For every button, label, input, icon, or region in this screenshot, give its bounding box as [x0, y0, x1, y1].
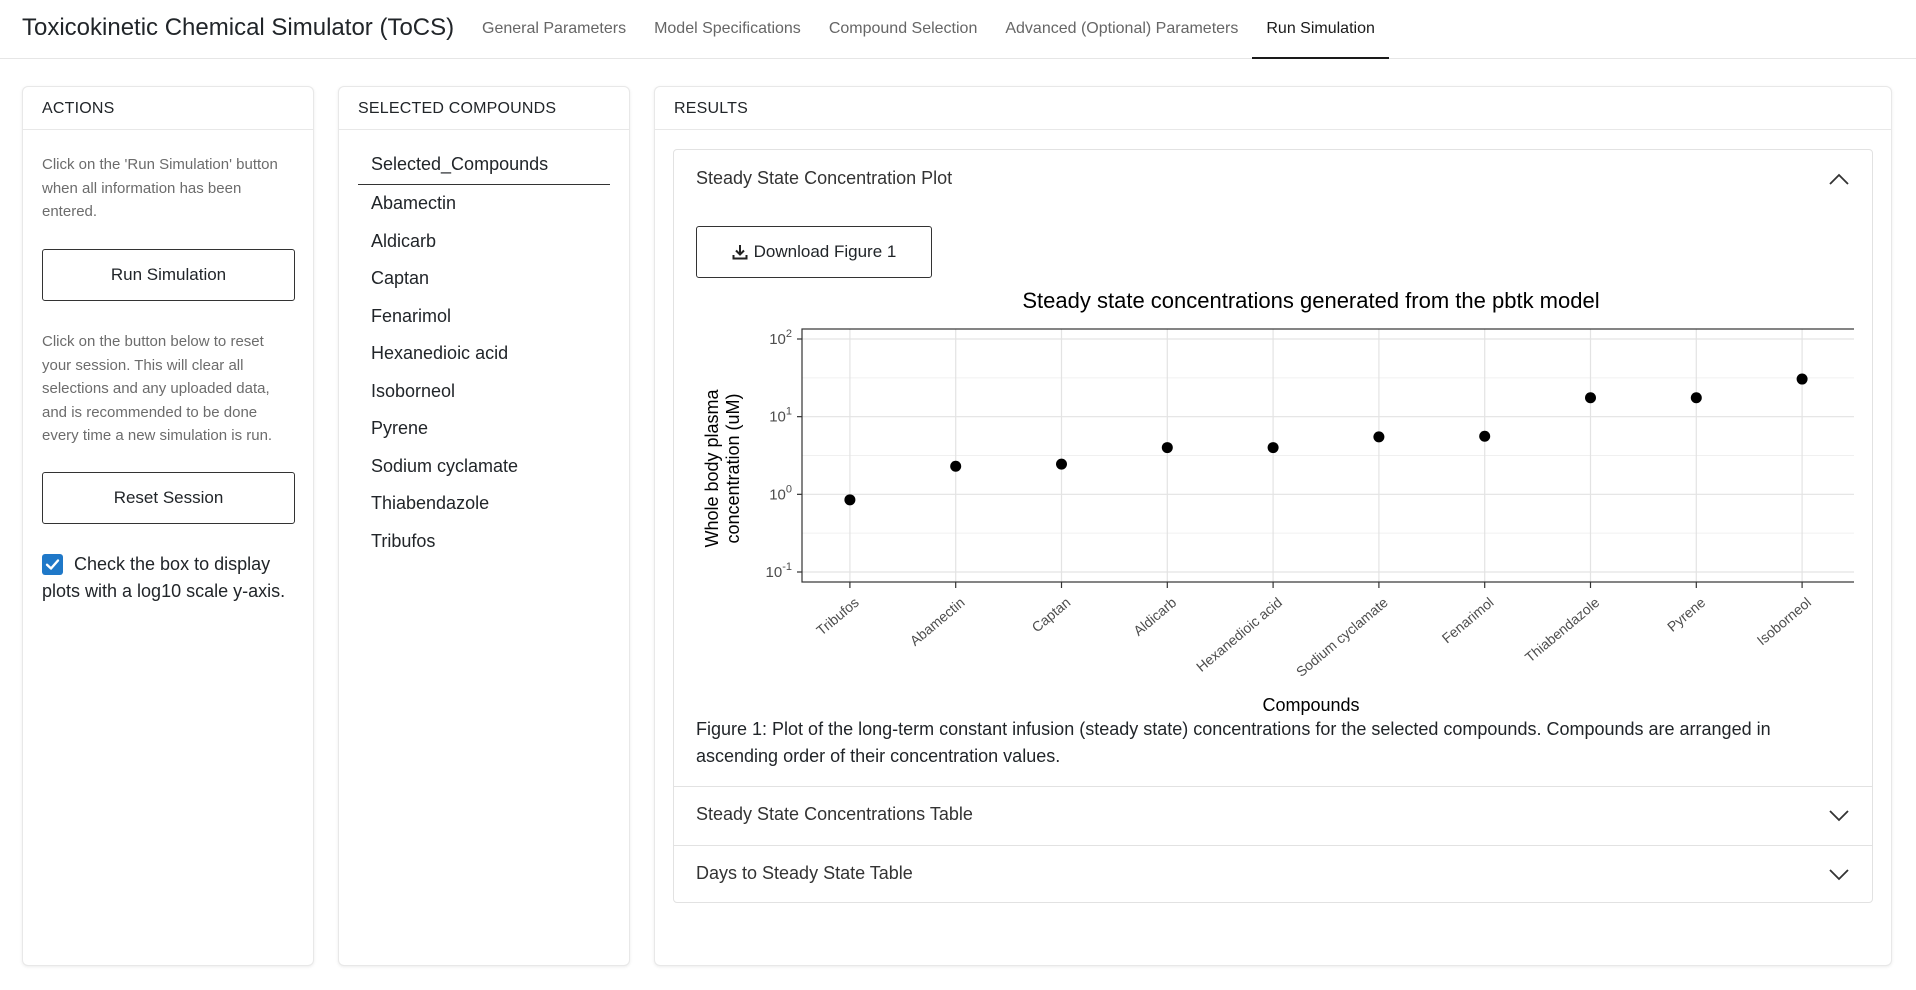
data-point [950, 460, 962, 472]
tab-compound-selection[interactable]: Compound Selection [828, 20, 978, 37]
y-tick-label: 101 [769, 406, 792, 426]
checkmark-icon [45, 559, 60, 570]
list-item: Aldicarb [371, 230, 437, 251]
x-tick-label: Isoborneol [1754, 594, 1814, 648]
data-point [1690, 392, 1702, 404]
tab-general-parameters[interactable]: General Parameters [482, 20, 627, 37]
y-tick-label: 100 [769, 483, 792, 503]
app-title: Toxicokinetic Chemical Simulator (ToCS) [22, 14, 455, 41]
list-item: Thiabendazole [371, 493, 490, 513]
list-item: Isoborneol [371, 380, 456, 401]
chevron-up-icon [1829, 173, 1849, 185]
x-tick-label: Hexanedioic acid [1193, 594, 1285, 675]
y-axis-label: Whole body plasmaconcentration (uM) [702, 388, 743, 547]
list-item: Fenarimol [371, 305, 452, 326]
x-tick-label: Captan [1029, 594, 1074, 635]
results-card: RESULTS Steady State Concentration Plot … [654, 86, 1892, 966]
navbar: Toxicokinetic Chemical Simulator (ToCS) … [0, 0, 1916, 59]
accordion-title-plot: Steady State Concentration Plot [696, 168, 953, 188]
log-scale-option: Check the box to display plots with a lo… [42, 551, 302, 605]
x-tick-label: Tribufos [813, 594, 862, 638]
list-item: Tribufos [371, 530, 436, 551]
log-scale-checkbox[interactable] [42, 554, 63, 575]
data-point [1796, 373, 1808, 385]
chevron-down-icon [1829, 810, 1849, 822]
log-scale-checkbox-label[interactable]: Check the box to display plots with a lo… [42, 554, 286, 601]
data-point [1585, 392, 1596, 404]
selected-compounds-card: SELECTED COMPOUNDS Selected_Compounds Ab… [338, 86, 630, 966]
accordion-header-days-table[interactable]: Days to Steady State Table [674, 846, 1872, 904]
download-figure-button[interactable]: Download Figure 1 [696, 226, 932, 278]
run-help-text: Click on the 'Run Simulation' button whe… [42, 156, 278, 220]
list-item: Pyrene [371, 418, 429, 438]
actions-header: ACTIONS [23, 87, 313, 130]
x-tick-label: Pyrene [1664, 594, 1708, 635]
accordion-section-plot: Steady State Concentration Plot Download… [674, 150, 1872, 786]
accordion-divider [674, 845, 1872, 846]
data-point [1479, 430, 1491, 442]
chart-title: Steady state concentrations generated fr… [1022, 288, 1599, 313]
x-tick-label: Abamectin [907, 594, 968, 649]
x-tick-label: Sodium cyclamate [1293, 594, 1391, 680]
list-item: Hexanedioic acid [371, 343, 509, 363]
download-figure-label: Download Figure 1 [753, 242, 897, 261]
tab-advanced-parameters[interactable]: Advanced (Optional) Parameters [1005, 20, 1239, 37]
figure-caption: Figure 1: Plot of the long-term constant… [696, 719, 1771, 766]
accordion-title-concentrations-table: Steady State Concentrations Table [696, 804, 973, 824]
y-tick-label: 102 [769, 328, 792, 348]
nav-tabs: General Parameters Model Specifications … [468, 0, 1389, 59]
accordion-header-plot[interactable]: Steady State Concentration Plot [674, 150, 1872, 208]
chevron-down-icon [1829, 869, 1849, 881]
compound-list: Abamectin Aldicarb Captan Fenarimol Hexa… [371, 193, 518, 568]
reset-help-text: Click on the button below to reset your … [42, 333, 273, 444]
y-tick-label: 10-1 [766, 561, 792, 581]
results-header: RESULTS [655, 87, 1891, 130]
x-axis-label: Compounds [1262, 695, 1359, 715]
x-tick-label: Thiabendazole [1522, 594, 1603, 665]
list-item: Abamectin [371, 193, 457, 213]
list-item: Captan [371, 268, 430, 288]
results-accordion: Steady State Concentration Plot Download… [673, 149, 1873, 903]
tab-run-simulation[interactable]: Run Simulation [1252, 0, 1389, 59]
reset-session-button[interactable]: Reset Session [42, 472, 295, 524]
x-tick-label: Aldicarb [1130, 594, 1179, 639]
data-point [1267, 442, 1279, 454]
plot-border [801, 328, 1854, 583]
tab-model-specifications[interactable]: Model Specifications [654, 20, 801, 37]
data-point [844, 494, 856, 506]
compound-column-header: Selected_Compounds [358, 154, 610, 185]
steady-state-plot: Steady state concentrations generated fr… [702, 288, 1854, 715]
x-tick-label: Fenarimol [1439, 594, 1497, 646]
data-point [1056, 458, 1067, 470]
list-item: Sodium cyclamate [371, 455, 519, 476]
accordion-title-days-table: Days to Steady State Table [696, 863, 913, 883]
data-point [1161, 442, 1173, 454]
download-icon [732, 245, 748, 260]
actions-card: ACTIONS Click on the 'Run Simulation' bu… [22, 86, 314, 966]
data-point [1373, 431, 1385, 443]
accordion-divider [674, 786, 1872, 787]
accordion-header-concentrations-table[interactable]: Steady State Concentrations Table [674, 787, 1872, 845]
selected-compounds-header: SELECTED COMPOUNDS [339, 87, 629, 130]
run-simulation-button[interactable]: Run Simulation [42, 249, 295, 301]
